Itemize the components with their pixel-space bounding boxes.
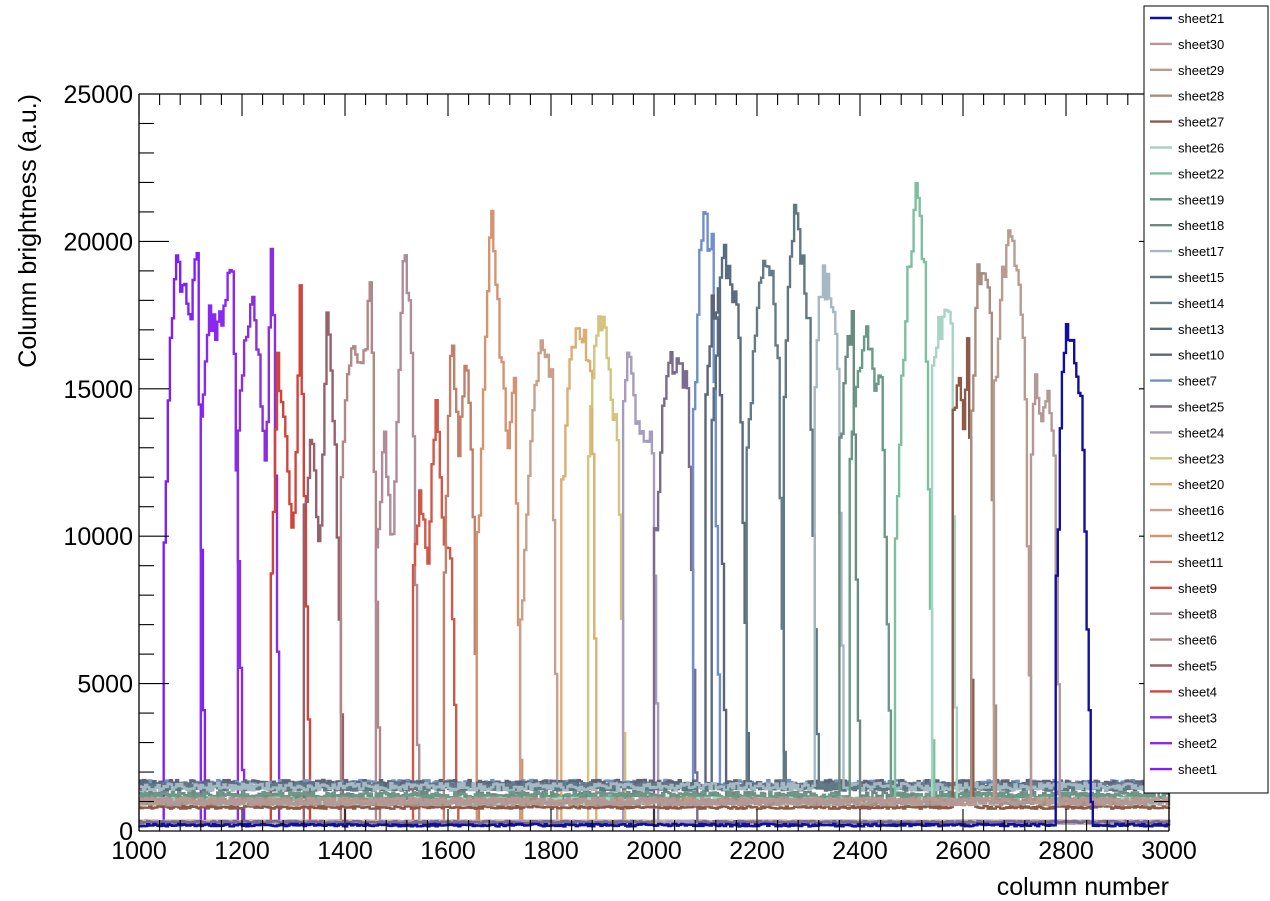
legend-label: sheet14 (1178, 296, 1224, 311)
legend-label: sheet12 (1178, 529, 1224, 544)
legend-label: sheet16 (1178, 503, 1224, 518)
legend-label: sheet21 (1178, 11, 1224, 26)
series-line-sheet21 (139, 323, 1171, 828)
legend-label: sheet13 (1178, 322, 1224, 337)
x-tick-label: 1400 (317, 837, 373, 865)
legend-label: sheet29 (1178, 63, 1224, 78)
x-tick-label: 1000 (111, 837, 167, 865)
x-axis-title: column number (997, 873, 1169, 901)
series-line-sheet25 (139, 351, 1171, 825)
legend-label: sheet3 (1178, 710, 1217, 725)
legend-label: sheet17 (1178, 244, 1224, 259)
legend-label: sheet24 (1178, 425, 1224, 440)
legend-label: sheet20 (1178, 477, 1224, 492)
series-layer (139, 182, 1171, 828)
legend-label: sheet4 (1178, 684, 1217, 699)
x-tick-label: 2600 (935, 837, 991, 865)
x-tick-label: 1200 (214, 837, 270, 865)
y-tick-label: 25000 (63, 81, 133, 109)
legend-box (1143, 5, 1269, 794)
legend-label: sheet26 (1178, 141, 1224, 156)
series-line-sheet27 (139, 337, 1171, 810)
series-line-sheet17 (139, 264, 1171, 792)
legend-label: sheet19 (1178, 192, 1224, 207)
legend-label: sheet28 (1178, 89, 1224, 104)
legend: sheet21 sheet30 sheet29 sheet28 sheet27 sheet… (1143, 5, 1269, 794)
y-tick-label: 10000 (63, 523, 133, 551)
y-tick-label: 20000 (63, 228, 133, 256)
x-tick-label: 2000 (626, 837, 682, 865)
legend-label: sheet6 (1178, 633, 1217, 648)
x-tick-label: 2800 (1038, 837, 1094, 865)
legend-label: sheet30 (1178, 37, 1224, 52)
x-tick-label: 2400 (832, 837, 888, 865)
series-line-sheet30 (139, 373, 1171, 807)
x-tick-label: 2200 (729, 837, 785, 865)
legend-label: sheet18 (1178, 218, 1224, 233)
legend-label: sheet2 (1178, 736, 1217, 751)
y-tick-label: 15000 (63, 376, 133, 404)
legend-label: sheet10 (1178, 348, 1224, 363)
x-tick-label: 1800 (523, 837, 579, 865)
legend-label: sheet27 (1178, 115, 1224, 130)
legend-label: sheet11 (1178, 555, 1223, 570)
legend-label: sheet7 (1178, 374, 1217, 389)
y-tick-label: 5000 (77, 671, 133, 699)
legend-label: sheet25 (1178, 400, 1224, 415)
y-tick-label: 0 (119, 818, 133, 846)
x-tick-label: 3000 (1141, 837, 1197, 865)
legend-label: sheet1 (1178, 762, 1217, 777)
legend-label: sheet5 (1178, 659, 1217, 674)
y-axis-title: Column brightness (a.u.) (14, 94, 42, 368)
legend-label: sheet9 (1178, 581, 1217, 596)
legend-label: sheet23 (1178, 451, 1224, 466)
legend-label: sheet8 (1178, 607, 1217, 622)
legend-label: sheet15 (1178, 270, 1224, 285)
x-tick-label: 1600 (420, 837, 476, 865)
legend-label: sheet22 (1178, 166, 1224, 181)
